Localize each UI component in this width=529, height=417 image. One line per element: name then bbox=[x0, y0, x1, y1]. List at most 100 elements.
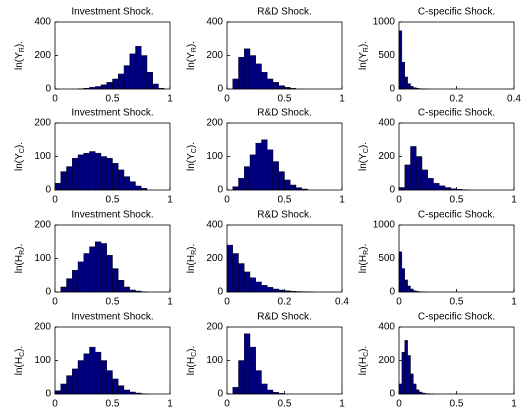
y-axis-label: ln(YC). bbox=[14, 142, 27, 171]
bar bbox=[118, 386, 124, 394]
bar bbox=[256, 64, 262, 89]
x-tick-label: 1 bbox=[167, 94, 173, 105]
bar bbox=[402, 269, 405, 292]
bar bbox=[90, 151, 96, 190]
bar bbox=[267, 390, 273, 394]
bar bbox=[411, 86, 414, 89]
bar bbox=[239, 361, 245, 395]
bar bbox=[285, 180, 291, 190]
y-tick-label: 200 bbox=[34, 220, 51, 231]
bar bbox=[434, 183, 440, 190]
y-axis-label-part: ). bbox=[186, 244, 197, 250]
bar bbox=[101, 361, 107, 395]
x-tick-label: 1 bbox=[339, 195, 345, 206]
y-tick-label: 0 bbox=[45, 389, 51, 400]
y-axis-label-part: ln(H bbox=[358, 255, 369, 273]
x-tick-label: 0.5 bbox=[106, 195, 120, 206]
subplot-title: R&D Shock. bbox=[257, 312, 311, 323]
bar bbox=[256, 143, 262, 190]
y-axis-label-part: ). bbox=[358, 142, 369, 148]
x-tick-label: 1 bbox=[511, 399, 517, 410]
y-axis-label-part: ln(Y bbox=[358, 153, 369, 171]
bar bbox=[107, 255, 113, 292]
bar bbox=[290, 185, 296, 190]
subplot-title: C-specific Shock. bbox=[418, 210, 495, 221]
bar bbox=[244, 49, 250, 89]
bar bbox=[402, 352, 405, 394]
x-tick-label: 0.5 bbox=[450, 195, 464, 206]
bar bbox=[416, 390, 419, 394]
x-tick-label: 0 bbox=[52, 195, 58, 206]
y-axis-label-part: ). bbox=[14, 142, 25, 148]
bar bbox=[61, 287, 67, 292]
x-tick-label: 0 bbox=[52, 399, 58, 410]
bar bbox=[262, 72, 268, 89]
bar bbox=[101, 243, 107, 292]
y-tick-label: 500 bbox=[378, 253, 395, 264]
bar bbox=[124, 287, 130, 292]
subplot-title: Investment Shock. bbox=[71, 312, 153, 323]
x-tick-label: 0 bbox=[224, 297, 230, 308]
bar bbox=[256, 371, 262, 394]
bar bbox=[227, 245, 233, 292]
y-axis-label-part: ). bbox=[358, 244, 369, 250]
y-tick-label: 500 bbox=[378, 50, 395, 61]
y-axis-label-part: ). bbox=[186, 346, 197, 352]
bar bbox=[113, 269, 119, 292]
bar bbox=[124, 177, 130, 190]
y-tick-label: 0 bbox=[217, 185, 223, 196]
bar bbox=[124, 390, 130, 394]
subplot-title: C-specific Shock. bbox=[418, 7, 495, 18]
y-axis-label-part: ). bbox=[14, 346, 25, 352]
bar bbox=[84, 354, 90, 394]
axes-box bbox=[399, 22, 514, 89]
bar bbox=[72, 158, 78, 190]
bar bbox=[233, 79, 239, 89]
x-tick-label: 1 bbox=[339, 399, 345, 410]
x-tick-label: 0.5 bbox=[278, 94, 292, 105]
bar bbox=[405, 340, 408, 394]
x-tick-label: 0.4 bbox=[335, 297, 349, 308]
bar bbox=[101, 85, 107, 89]
y-tick-label: 200 bbox=[206, 253, 223, 264]
bar bbox=[113, 79, 119, 89]
y-axis-label-part: ln(H bbox=[14, 255, 25, 273]
x-tick-label: 1 bbox=[511, 297, 517, 308]
bar bbox=[136, 186, 142, 190]
y-axis-label-part: ). bbox=[358, 41, 369, 47]
bar bbox=[118, 170, 124, 190]
bar bbox=[416, 157, 422, 191]
subplot-title: Investment Shock. bbox=[71, 108, 153, 119]
y-axis-label-part: ln(H bbox=[358, 357, 369, 375]
x-tick-label: 0 bbox=[224, 94, 230, 105]
y-tick-label: 400 bbox=[34, 17, 51, 28]
bar bbox=[402, 62, 405, 89]
bar bbox=[84, 153, 90, 190]
x-tick-label: 0 bbox=[52, 94, 58, 105]
bar bbox=[267, 287, 273, 292]
bar bbox=[67, 167, 73, 190]
y-axis-label: ln(YC). bbox=[186, 142, 199, 171]
bar bbox=[130, 182, 136, 190]
y-tick-label: 400 bbox=[378, 322, 395, 333]
bar bbox=[95, 352, 101, 394]
y-axis-label: ln(YC). bbox=[358, 142, 371, 171]
x-tick-label: 0.5 bbox=[106, 399, 120, 410]
y-axis-label-part: ln(H bbox=[14, 357, 25, 375]
bar bbox=[61, 172, 67, 190]
subplot-title: Investment Shock. bbox=[71, 7, 153, 18]
bar bbox=[422, 170, 428, 190]
y-tick-label: 200 bbox=[206, 322, 223, 333]
y-tick-label: 0 bbox=[217, 389, 223, 400]
y-tick-label: 100 bbox=[34, 151, 51, 162]
bar bbox=[408, 355, 411, 394]
y-axis-label: ln(YR). bbox=[14, 41, 27, 70]
y-axis-label: ln(HR). bbox=[186, 244, 199, 274]
bar bbox=[408, 84, 411, 89]
bar bbox=[428, 178, 434, 190]
y-tick-label: 200 bbox=[34, 118, 51, 129]
x-tick-label: 1 bbox=[167, 195, 173, 206]
bar bbox=[124, 66, 130, 89]
y-tick-label: 100 bbox=[206, 355, 223, 366]
